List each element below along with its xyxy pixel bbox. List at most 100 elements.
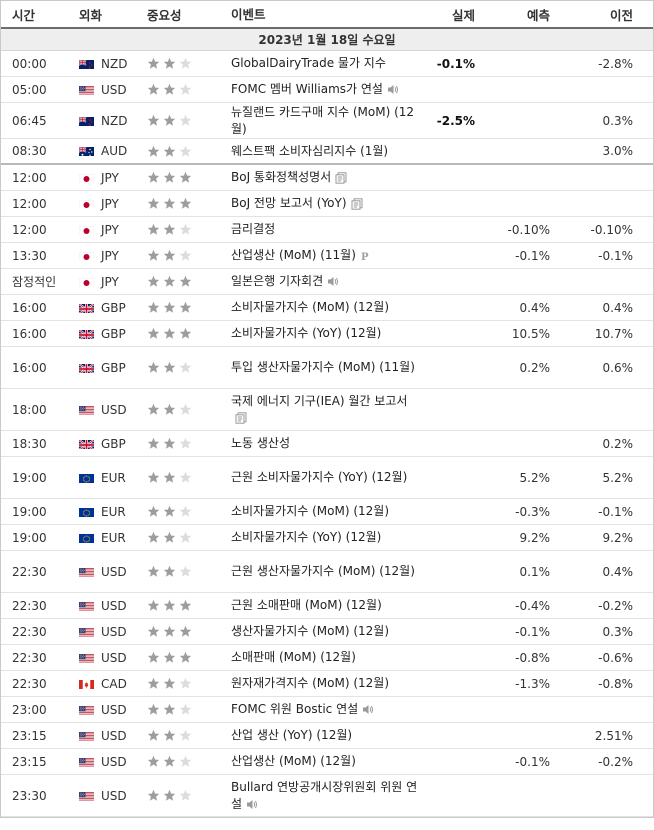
event-title-cell[interactable]: 소비자물가지수 (MoM) (12월): [230, 299, 420, 316]
event-title-cell[interactable]: 소비자물가지수 (MoM) (12월): [230, 503, 420, 520]
document-icon[interactable]: [235, 412, 247, 424]
table-row[interactable]: 00:00 NZD GlobalDairyTrade 물가 지수 -0.1% -2.8%: [1, 51, 653, 77]
event-title-cell[interactable]: 산업생산 (MoM) (12월): [230, 753, 420, 770]
event-title-cell[interactable]: FOMC 위원 Bostic 연설: [230, 701, 420, 718]
importance-stars: [141, 114, 230, 127]
flag-gb-icon: [79, 328, 94, 339]
document-icon[interactable]: [335, 171, 347, 184]
table-row[interactable]: 22:30 USD 근원 소매판매 (MoM) (12월) -0.4% -0.2%: [1, 593, 653, 619]
event-title[interactable]: 소매판매 (MoM) (12월): [231, 650, 356, 664]
header-event[interactable]: 이벤트: [231, 6, 266, 22]
event-title-cell[interactable]: 웨스트팩 소비자심리지수 (1월): [230, 143, 420, 160]
event-title-cell[interactable]: 원자재가격지수 (MoM) (12월): [230, 675, 420, 692]
event-title-cell[interactable]: 금리결정: [230, 221, 420, 238]
event-title-cell[interactable]: 소비자물가지수 (YoY) (12월): [230, 529, 420, 546]
importance-stars: [141, 625, 230, 638]
event-title-cell[interactable]: 소매판매 (MoM) (12월): [230, 649, 420, 666]
event-title-cell[interactable]: 산업 생산 (YoY) (12월): [230, 727, 420, 744]
header-actual[interactable]: 실제: [451, 7, 475, 23]
event-title-cell[interactable]: 뉴질랜드 카드구매 지수 (MoM) (12월): [230, 104, 420, 138]
event-title-cell[interactable]: GlobalDairyTrade 물가 지수: [230, 55, 420, 72]
preliminary-icon[interactable]: P: [360, 250, 370, 261]
table-row[interactable]: 16:00 GBP 소비자물가지수 (MoM) (12월) 0.4% 0.4%: [1, 295, 653, 321]
event-title[interactable]: 산업생산 (MoM) (11월): [231, 248, 356, 262]
table-row[interactable]: 18:00 USD 국제 에너지 기구(IEA) 월간 보고서: [1, 389, 653, 431]
event-title-cell[interactable]: 근원 생산자물가지수 (MoM) (12월): [230, 563, 420, 580]
speaker-icon[interactable]: [327, 276, 339, 287]
header-importance[interactable]: 중요성: [147, 7, 182, 23]
event-title[interactable]: 원자재가격지수 (MoM) (12월): [231, 676, 389, 690]
speaker-icon[interactable]: [362, 704, 374, 715]
table-row[interactable]: 22:30 CAD 원자재가격지수 (MoM) (12월) -1.3% -0.8%: [1, 671, 653, 697]
table-row[interactable]: 16:00 GBP 투입 생산자물가지수 (MoM) (11월) 0.2% 0.6%: [1, 347, 653, 389]
event-title[interactable]: 근원 소매판매 (MoM) (12월): [231, 598, 382, 612]
event-title[interactable]: 소비자물가지수 (MoM) (12월): [231, 300, 389, 314]
table-row[interactable]: 잠정적인 JPY 일본은행 기자회견: [1, 269, 653, 295]
event-title-cell[interactable]: FOMC 멤버 Williams가 연설: [230, 81, 420, 98]
event-title-cell[interactable]: 노동 생산성: [230, 435, 420, 452]
table-row[interactable]: 16:00 GBP 소비자물가지수 (YoY) (12월) 10.5% 10.7%: [1, 321, 653, 347]
event-title-cell[interactable]: 근원 소매판매 (MoM) (12월): [230, 597, 420, 614]
event-title-cell[interactable]: 투입 생산자물가지수 (MoM) (11월): [230, 359, 420, 376]
currency-code: EUR: [101, 470, 126, 485]
speaker-icon[interactable]: [387, 84, 399, 95]
table-row[interactable]: 22:30 USD 소매판매 (MoM) (12월) -0.8% -0.6%: [1, 645, 653, 671]
table-row[interactable]: 19:00 EUR 소비자물가지수 (MoM) (12월) -0.3% -0.1%: [1, 499, 653, 525]
star-empty-icon: [179, 789, 192, 802]
event-title[interactable]: 투입 생산자물가지수 (MoM) (11월): [231, 360, 415, 374]
table-row[interactable]: 23:15 USD 산업생산 (MoM) (12월) -0.1% -0.2%: [1, 749, 653, 775]
header-forecast[interactable]: 예측: [526, 7, 550, 23]
event-title-cell[interactable]: 근원 소비자물가지수 (YoY) (12월): [230, 469, 420, 486]
event-title-cell[interactable]: 국제 에너지 기구(IEA) 월간 보고서: [230, 393, 420, 427]
event-title-cell[interactable]: BoJ 통화정책성명서: [230, 169, 420, 186]
speaker-icon[interactable]: [246, 799, 258, 810]
table-row[interactable]: 23:15 USD 산업 생산 (YoY) (12월) 2.51%: [1, 723, 653, 749]
event-title[interactable]: 웨스트팩 소비자심리지수 (1월): [231, 143, 389, 158]
event-title[interactable]: 근원 소비자물가지수 (YoY) (12월): [231, 470, 408, 484]
star-filled-icon: [179, 625, 192, 638]
table-row[interactable]: 08:30 AUD 웨스트팩 소비자심리지수 (1월) 3.0%: [1, 139, 653, 165]
event-title[interactable]: BoJ 전망 보고서 (YoY): [231, 196, 347, 210]
event-title[interactable]: FOMC 멤버 Williams가 연설: [231, 82, 383, 96]
document-icon[interactable]: [351, 197, 363, 210]
event-title[interactable]: 소비자물가지수 (YoY) (12월): [231, 326, 382, 340]
table-row[interactable]: 06:45 NZD 뉴질랜드 카드구매 지수 (MoM) (12월) -2.5% 0.3…: [1, 103, 653, 139]
event-title-cell[interactable]: 소비자물가지수 (YoY) (12월): [230, 325, 420, 342]
star-filled-icon: [163, 223, 176, 236]
table-row[interactable]: 12:00 JPY 금리결정 -0.10% -0.10%: [1, 217, 653, 243]
table-row[interactable]: 13:30 JPY 산업생산 (MoM) (11월) P -0.1% -0.1%: [1, 243, 653, 269]
table-row[interactable]: 12:00 JPY BoJ 통화정책성명서: [1, 165, 653, 191]
table-row[interactable]: 12:00 JPY BoJ 전망 보고서 (YoY): [1, 191, 653, 217]
event-title[interactable]: FOMC 위원 Bostic 연설: [231, 702, 359, 716]
event-title[interactable]: Bullard 연방공개시장위원회 위원 연설: [231, 779, 418, 811]
event-title-cell[interactable]: 생산자물가지수 (MoM) (12월): [230, 623, 420, 640]
event-title[interactable]: 국제 에너지 기구(IEA) 월간 보고서: [231, 393, 408, 408]
event-title-cell[interactable]: 일본은행 기자회견: [230, 273, 420, 290]
table-row[interactable]: 22:30 USD 근원 생산자물가지수 (MoM) (12월) 0.1% 0.4%: [1, 551, 653, 593]
event-title[interactable]: 뉴질랜드 카드구매 지수 (MoM) (12월): [231, 104, 415, 136]
header-time[interactable]: 시간: [12, 7, 36, 23]
event-title[interactable]: 일본은행 기자회견: [231, 274, 324, 288]
event-title[interactable]: 생산자물가지수 (MoM) (12월): [231, 624, 389, 638]
event-title-cell[interactable]: 산업생산 (MoM) (11월) P: [230, 247, 420, 264]
table-row[interactable]: 05:00 USD FOMC 멤버 Williams가 연설: [1, 77, 653, 103]
table-row[interactable]: 22:30 USD 생산자물가지수 (MoM) (12월) -0.1% 0.3%: [1, 619, 653, 645]
header-currency[interactable]: 외화: [79, 7, 103, 23]
table-row[interactable]: 23:30 USD Bullard 연방공개시장위원회 위원 연설: [1, 775, 653, 817]
event-title-cell[interactable]: Bullard 연방공개시장위원회 위원 연설: [230, 779, 420, 813]
event-title[interactable]: 노동 생산성: [231, 436, 291, 450]
event-title[interactable]: 소비자물가지수 (YoY) (12월): [231, 530, 382, 544]
table-row[interactable]: 23:00 USD FOMC 위원 Bostic 연설: [1, 697, 653, 723]
table-row[interactable]: 19:00 EUR 소비자물가지수 (YoY) (12월) 9.2% 9.2%: [1, 525, 653, 551]
event-title[interactable]: 산업 생산 (YoY) (12월): [231, 728, 353, 742]
event-title[interactable]: 산업생산 (MoM) (12월): [231, 754, 356, 768]
event-title[interactable]: 소비자물가지수 (MoM) (12월): [231, 504, 389, 518]
table-row[interactable]: 19:00 EUR 근원 소비자물가지수 (YoY) (12월) 5.2% 5.2%: [1, 457, 653, 499]
event-title[interactable]: 금리결정: [231, 222, 276, 236]
event-title[interactable]: BoJ 통화정책성명서: [231, 170, 332, 184]
header-previous[interactable]: 이전: [609, 7, 633, 23]
event-title-cell[interactable]: BoJ 전망 보고서 (YoY): [230, 195, 420, 212]
event-title[interactable]: GlobalDairyTrade 물가 지수: [231, 56, 386, 70]
table-row[interactable]: 18:30 GBP 노동 생산성 0.2%: [1, 431, 653, 457]
event-title[interactable]: 근원 생산자물가지수 (MoM) (12월): [231, 564, 415, 578]
